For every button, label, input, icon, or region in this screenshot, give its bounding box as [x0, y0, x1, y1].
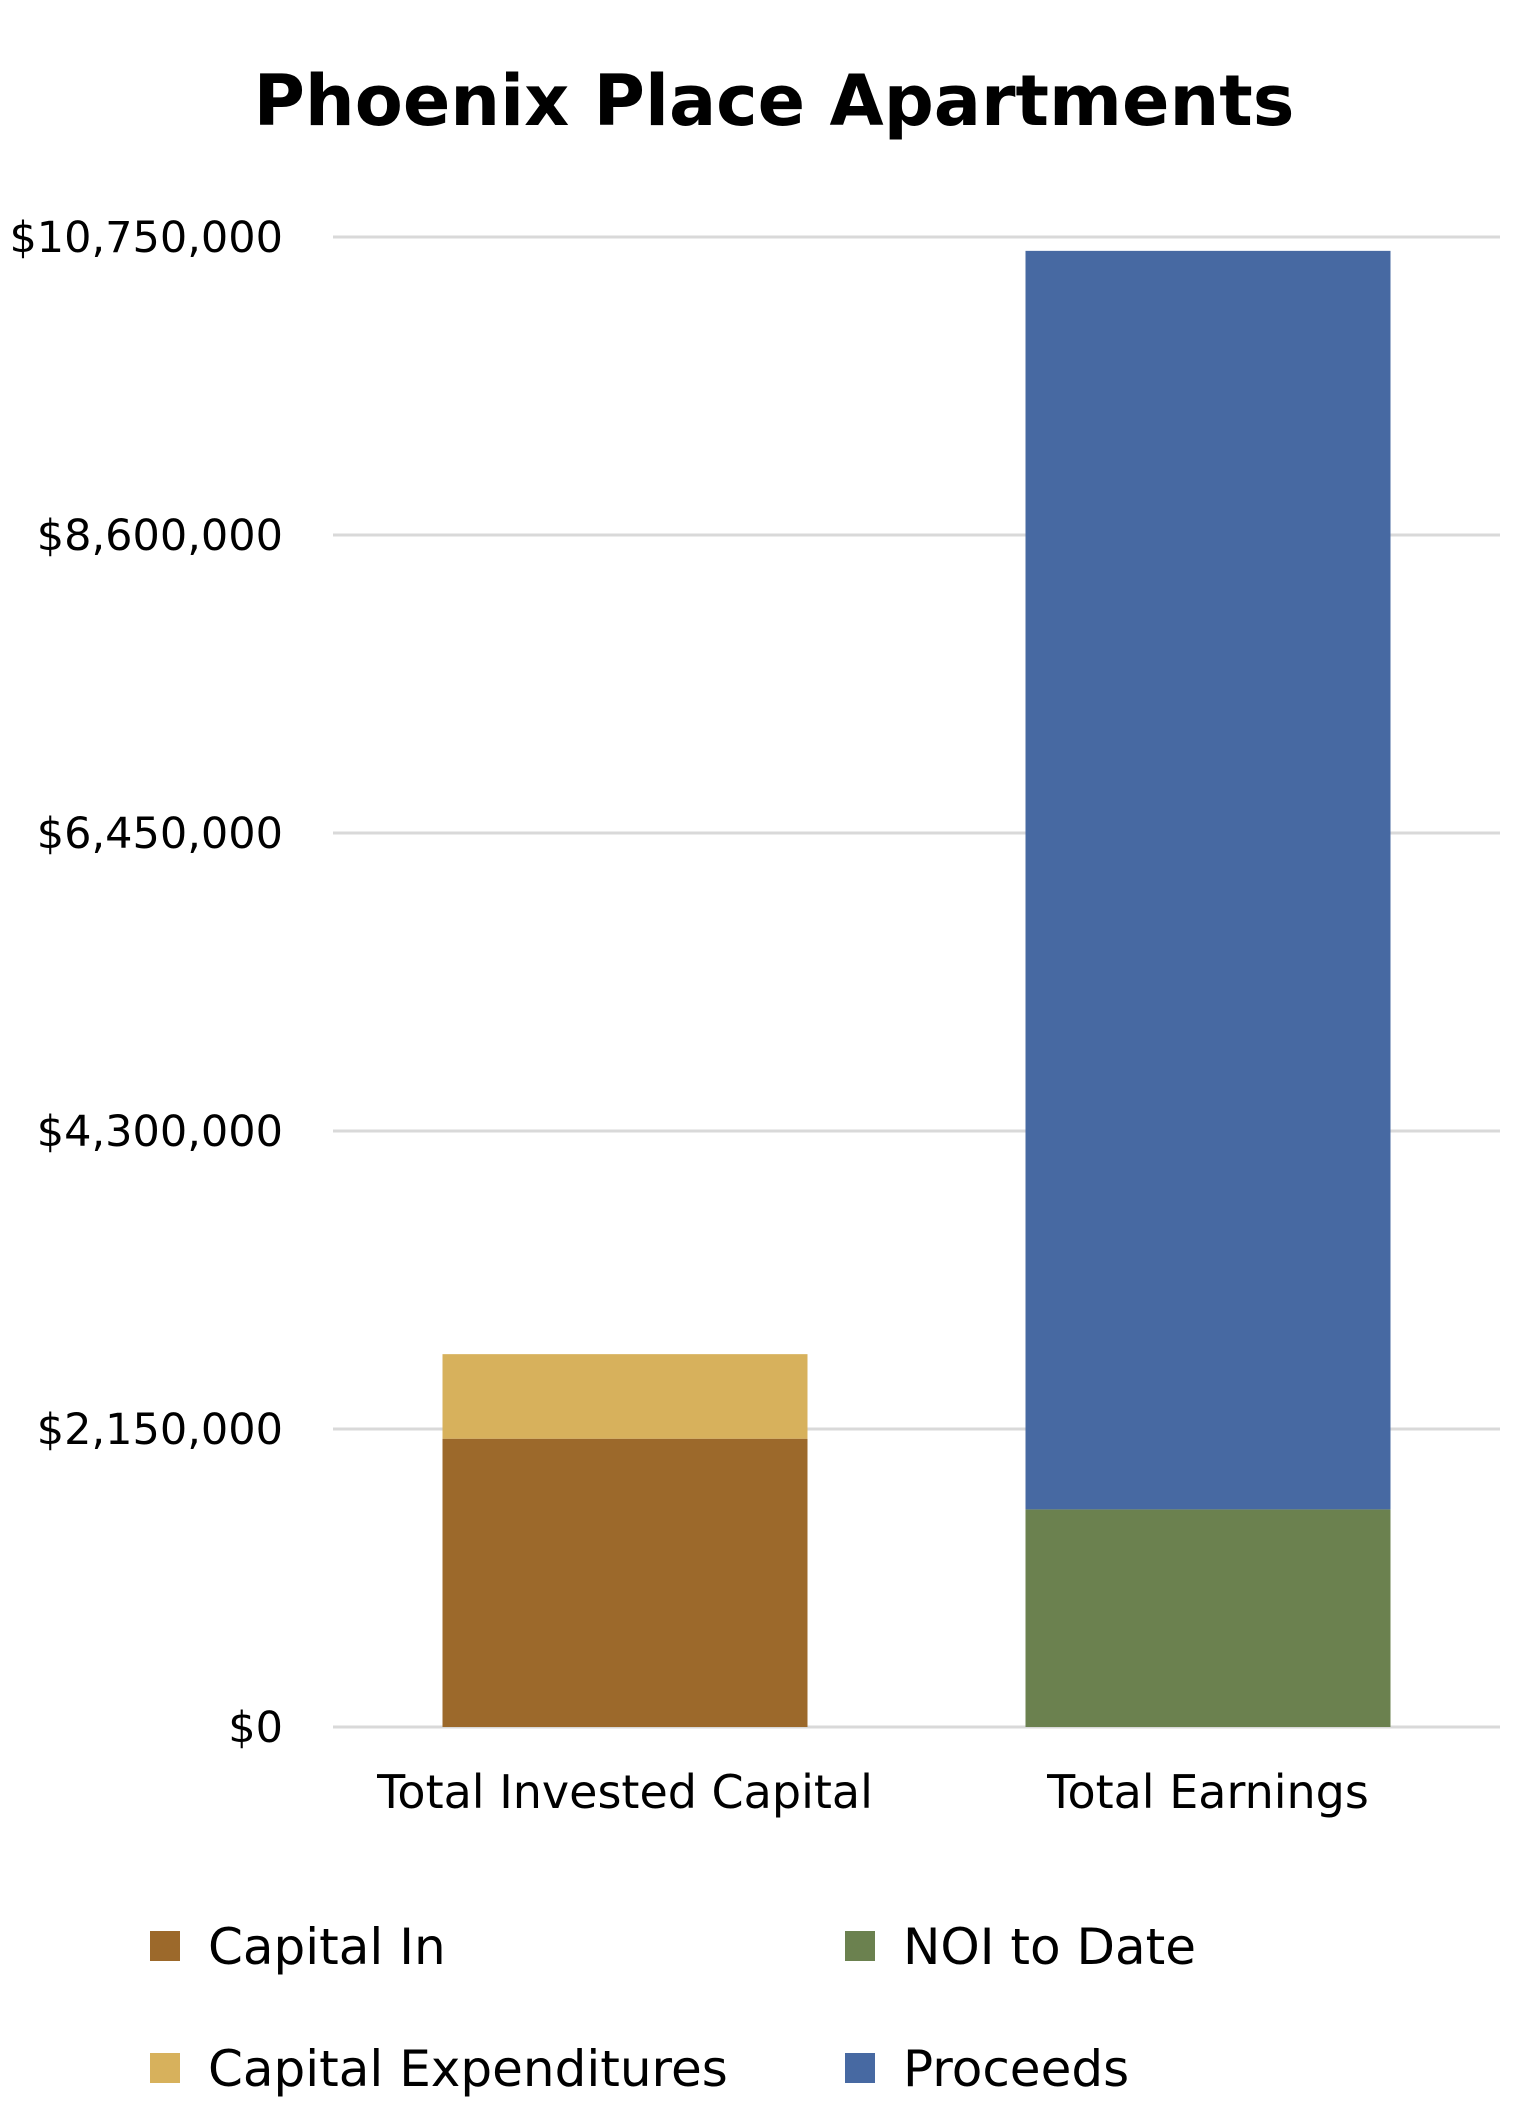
- legend: Capital In Capital Expenditures NOI to Dat…: [150, 1918, 1196, 2098]
- legend-label-proceeds: Proceeds: [903, 2040, 1129, 2098]
- y-axis-ticks: $0 $2,150,000 $4,300,000 $6,450,000 $8,600,0…: [9, 213, 283, 1753]
- y-tick-label: $6,450,000: [37, 809, 283, 859]
- y-tick-label: $2,150,000: [37, 1405, 283, 1455]
- y-tick-label: $10,750,000: [9, 213, 283, 263]
- legend-label-capital-in: Capital In: [208, 1918, 446, 1976]
- x-tick-label: Total Invested Capital: [376, 1765, 873, 1819]
- y-tick-label: $8,600,000: [37, 511, 283, 561]
- y-tick-label: $0: [228, 1703, 283, 1753]
- x-tick-label: Total Earnings: [1046, 1765, 1369, 1819]
- legend-swatch-capital-in: [150, 1931, 180, 1961]
- legend-swatch-capital-expenditures: [150, 2053, 180, 2083]
- y-tick-label: $4,300,000: [37, 1107, 283, 1157]
- bar-capital-in: [442, 1438, 808, 1727]
- chart-title: Phoenix Place Apartments: [254, 60, 1295, 142]
- x-axis-ticks: Total Invested Capital Total Earnings: [376, 1765, 1369, 1819]
- legend-label-noi-to-date: NOI to Date: [903, 1918, 1196, 1976]
- bar-noi-to-date: [1025, 1509, 1391, 1727]
- legend-swatch-noi-to-date: [845, 1931, 875, 1961]
- legend-swatch-proceeds: [845, 2053, 875, 2083]
- legend-label-capital-expenditures: Capital Expenditures: [208, 2040, 728, 2098]
- bar-capital-expenditures: [442, 1354, 808, 1439]
- bars: [442, 250, 1391, 1727]
- bar-proceeds: [1025, 250, 1391, 1510]
